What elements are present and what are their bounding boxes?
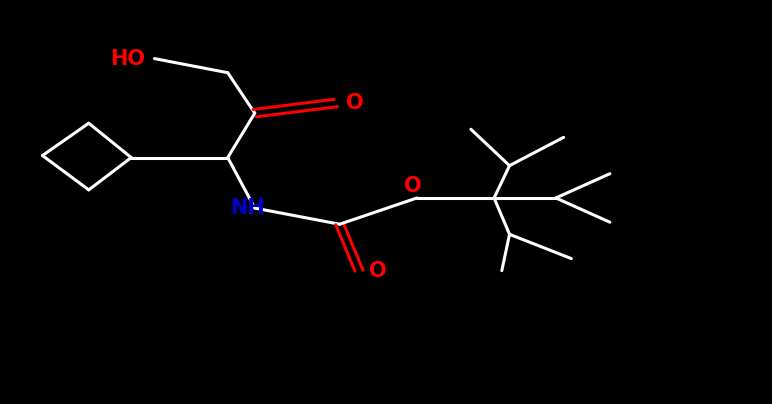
- Text: NH: NH: [229, 198, 265, 218]
- Text: O: O: [405, 176, 422, 196]
- Text: HO: HO: [110, 48, 145, 69]
- Text: O: O: [347, 93, 364, 113]
- Text: O: O: [370, 261, 387, 281]
